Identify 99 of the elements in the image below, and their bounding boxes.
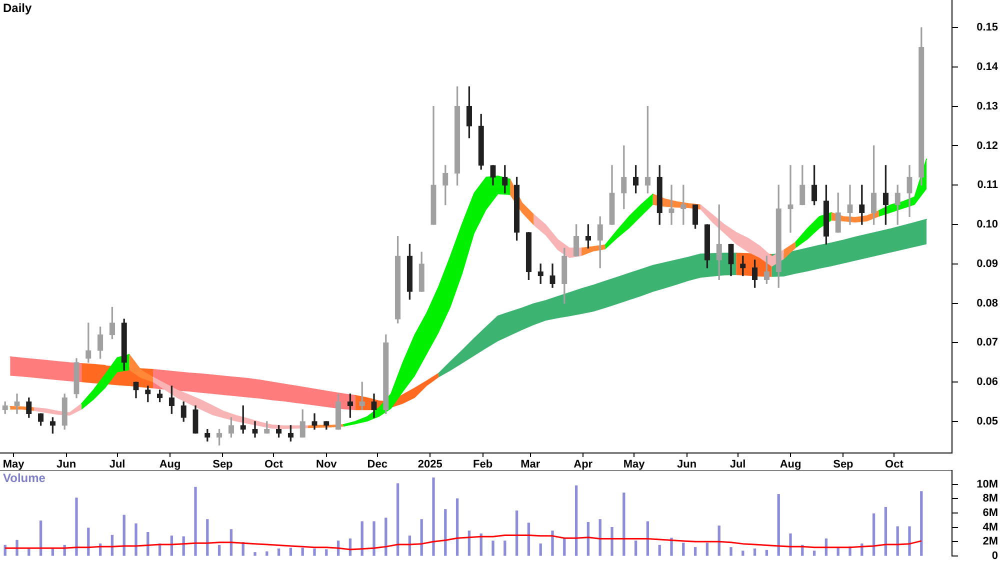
- bar: [753, 548, 756, 556]
- bar: [706, 542, 709, 556]
- x-tick-label: Oct: [885, 458, 904, 471]
- bar: [658, 544, 661, 556]
- bar: [134, 523, 138, 556]
- x-tick-label: Dec: [367, 458, 388, 471]
- bar: [884, 506, 888, 556]
- bar: [515, 510, 518, 556]
- bar: [598, 519, 602, 556]
- y-tick-label: 0.06: [976, 376, 998, 388]
- x-tick-label: May: [623, 458, 646, 471]
- bar: [812, 550, 816, 556]
- x-tick-label: Jun: [56, 458, 76, 471]
- bar: [432, 478, 435, 556]
- y-tick-label: 10M: [976, 478, 998, 490]
- candlestick: [14, 394, 20, 414]
- bar: [218, 544, 221, 556]
- bar: [301, 548, 304, 556]
- x-tick-label: Sep: [212, 458, 234, 471]
- bar: [51, 548, 54, 556]
- y-tick-label: 0.10: [976, 218, 998, 231]
- bar: [75, 498, 78, 556]
- bar: [789, 533, 792, 556]
- bar: [289, 548, 292, 556]
- chart-title: Volume: [3, 471, 46, 485]
- x-tick-label: Mar: [520, 458, 541, 471]
- x-tick-label: Feb: [473, 458, 493, 471]
- bar: [325, 549, 328, 556]
- bar: [718, 526, 720, 556]
- bar: [277, 548, 280, 556]
- x-tick-label: Apr: [574, 458, 594, 471]
- bar: [574, 485, 578, 556]
- bar: [266, 551, 268, 556]
- bar: [194, 486, 197, 556]
- bar: [730, 547, 732, 556]
- bar: [16, 540, 18, 556]
- y-tick-label: 2M: [982, 536, 998, 548]
- bar: [920, 491, 923, 556]
- y-tick-label: 0.11: [977, 179, 998, 192]
- bar: [360, 521, 364, 556]
- bar: [634, 540, 638, 556]
- y-tick-label: 8M: [982, 492, 998, 505]
- y-tick-label: 0.15: [976, 22, 998, 34]
- y-tick-label: 0.14: [976, 60, 999, 73]
- x-tick-label: 2025: [418, 458, 442, 471]
- y-tick-label: 4M: [982, 521, 998, 534]
- bar: [742, 550, 744, 556]
- y-tick-label: 0.05: [976, 416, 998, 428]
- x-tick-label: Jul: [730, 458, 746, 471]
- x-tick-label: Aug: [159, 458, 181, 471]
- bar: [206, 519, 209, 556]
- bar: [872, 513, 876, 556]
- bar: [777, 494, 780, 556]
- x-tick-label: Jun: [677, 458, 697, 471]
- bar: [622, 492, 626, 556]
- bar: [396, 483, 400, 556]
- bar: [492, 540, 494, 556]
- bar: [313, 548, 316, 556]
- bar: [670, 538, 673, 556]
- bar: [420, 519, 423, 556]
- bar: [444, 509, 447, 556]
- bar: [39, 520, 42, 556]
- chart-title: Daily: [3, 1, 32, 15]
- x-tick-label: Sep: [833, 458, 854, 471]
- bar: [610, 527, 614, 556]
- bar: [646, 521, 650, 556]
- bar: [539, 543, 542, 556]
- bar: [694, 547, 697, 556]
- bar: [504, 540, 506, 556]
- x-tick-label: Aug: [780, 458, 802, 471]
- bar: [372, 521, 376, 556]
- bar: [586, 522, 590, 556]
- bar: [682, 542, 685, 556]
- y-tick-label: 0.09: [976, 258, 998, 270]
- candlestick: [847, 184, 853, 225]
- bar: [563, 538, 566, 556]
- bar: [87, 528, 90, 556]
- bar: [230, 529, 233, 556]
- y-tick-label: 6M: [982, 507, 998, 520]
- candlestick: [788, 165, 794, 233]
- candlestick: [668, 184, 674, 225]
- bar: [122, 514, 126, 556]
- y-tick-label: 0.12: [976, 140, 998, 152]
- bar: [527, 522, 530, 556]
- y-tick-label: 0.13: [976, 100, 998, 112]
- x-tick-label: Jul: [109, 458, 126, 471]
- x-tick-label: May: [2, 458, 26, 471]
- bar: [254, 552, 256, 556]
- x-tick-label: Oct: [264, 458, 284, 471]
- y-tick-label: 0.07: [976, 336, 998, 349]
- bar: [908, 526, 911, 556]
- y-tick-label: 0: [992, 550, 998, 562]
- bar: [551, 530, 554, 556]
- x-tick-label: Nov: [316, 458, 338, 471]
- bar: [456, 498, 459, 556]
- y-tick-label: 0.08: [976, 297, 998, 310]
- bar: [765, 550, 768, 556]
- bar: [384, 518, 388, 556]
- bar: [28, 548, 30, 556]
